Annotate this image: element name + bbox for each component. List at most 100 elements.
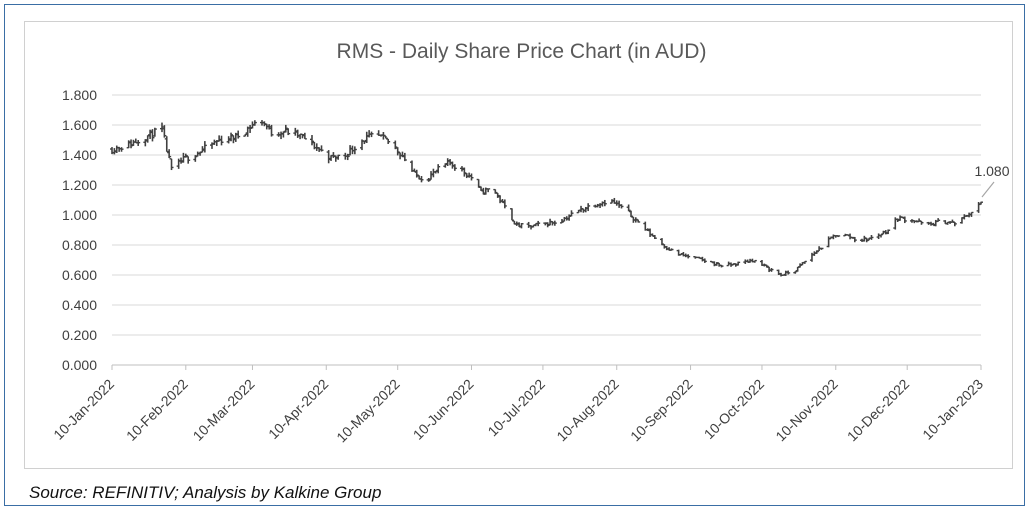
price-bar	[395, 147, 400, 156]
price-bar	[431, 168, 436, 178]
price-bar	[229, 132, 234, 142]
x-tick-label: 10-Mar-2022	[190, 376, 258, 444]
price-bar	[300, 133, 305, 139]
x-tick-label: 10-Apr-2022	[265, 376, 331, 442]
price-bar	[562, 216, 567, 222]
price-bar	[969, 211, 974, 217]
price-bar	[236, 130, 241, 139]
price-bar	[426, 178, 431, 182]
price-bar	[486, 188, 491, 193]
price-bar	[836, 235, 841, 238]
price-bar	[448, 159, 453, 166]
price-bar	[519, 223, 524, 229]
price-bar	[886, 229, 891, 235]
price-bar	[602, 199, 607, 207]
price-bar	[383, 135, 388, 140]
chart-title: RMS - Daily Share Price Chart (in AUD)	[337, 40, 707, 63]
price-bar	[898, 215, 903, 221]
price-bar	[819, 247, 824, 250]
price-bar	[764, 264, 769, 268]
price-bar	[786, 270, 791, 275]
y-tick-label: 1.400	[62, 147, 97, 163]
price-bar	[348, 145, 353, 156]
y-tick-label: 1.600	[62, 117, 97, 133]
y-tick-label: 0.600	[62, 267, 97, 283]
price-bar	[586, 203, 591, 212]
price-bar	[414, 169, 419, 178]
price-bar	[629, 210, 634, 218]
price-bar	[219, 135, 224, 146]
price-bar	[502, 199, 507, 209]
price-bar	[136, 140, 141, 146]
y-tick-label: 1.800	[62, 87, 97, 103]
x-tick-label: 10-Jul-2022	[484, 376, 548, 440]
price-bar	[126, 140, 131, 149]
x-tick-label: 10-Oct-2022	[701, 376, 767, 442]
price-bar	[936, 218, 941, 222]
price-bar	[702, 258, 707, 263]
price-bar	[552, 220, 557, 226]
price-bar	[302, 132, 307, 140]
price-bar	[352, 146, 357, 155]
price-bar	[436, 164, 441, 174]
price-bar	[183, 153, 188, 158]
chart-frame: RMS - Daily Share Price Chart (in AUD) 0…	[4, 4, 1025, 506]
x-tick-label: 10-Jun-2022	[410, 376, 477, 443]
price-bar	[719, 264, 724, 268]
price-bar	[159, 122, 164, 133]
x-tick-label: 10-Jan-2023	[919, 376, 986, 443]
price-bar	[626, 204, 631, 212]
price-bar	[462, 167, 467, 177]
price-bar	[279, 131, 284, 140]
price-bar	[952, 221, 957, 227]
y-tick-label: 0.000	[62, 357, 97, 373]
price-bar	[181, 152, 186, 163]
price-bar	[314, 143, 319, 151]
x-tick-label: 10-Sep-2022	[627, 376, 696, 445]
price-bar	[150, 129, 155, 142]
price-bars	[110, 120, 983, 277]
price-bar	[248, 124, 253, 133]
price-bar	[252, 120, 257, 126]
price-bar	[979, 201, 983, 205]
price-bar	[876, 233, 881, 239]
y-axis: 0.000 0.200 0.400 0.600 0.800 1.000 1.200 1.400…	[62, 87, 97, 373]
price-bar	[326, 150, 331, 164]
source-note: Source: REFINITIV; Analysis by Kalkine G…	[29, 483, 382, 502]
price-bar	[736, 261, 741, 266]
price-bar	[467, 172, 472, 178]
price-bar	[164, 136, 169, 153]
price-bar	[131, 139, 136, 146]
price-bar	[333, 155, 338, 162]
price-bar	[231, 135, 236, 144]
price-bar	[569, 210, 574, 217]
price-bar	[902, 216, 907, 224]
price-bar	[526, 221, 531, 228]
price-bar	[336, 154, 341, 160]
price-bar	[509, 208, 514, 221]
price-bar	[393, 140, 398, 150]
price-bar	[869, 235, 874, 240]
price-bar	[167, 149, 172, 159]
chart-area: RMS - Daily Share Price Chart (in AUD) 0…	[24, 21, 1013, 469]
price-bar	[536, 220, 541, 227]
price-bar	[529, 225, 534, 230]
price-bar	[286, 128, 291, 136]
price-bar	[802, 260, 807, 264]
price-bar	[636, 219, 641, 223]
price-bar	[450, 161, 455, 169]
x-tick-label: 10-Aug-2022	[553, 376, 622, 445]
price-bar	[243, 133, 248, 137]
price-bar	[619, 204, 624, 209]
price-bar	[919, 220, 924, 225]
price-bar	[419, 176, 424, 183]
price-bar	[162, 125, 167, 138]
price-bar	[429, 171, 434, 180]
last-price-leader-line	[981, 181, 995, 198]
price-bar	[686, 254, 691, 259]
price-bar	[793, 270, 798, 274]
price-bar	[369, 131, 374, 138]
y-tick-label: 1.000	[62, 207, 97, 223]
price-bar	[469, 173, 474, 181]
